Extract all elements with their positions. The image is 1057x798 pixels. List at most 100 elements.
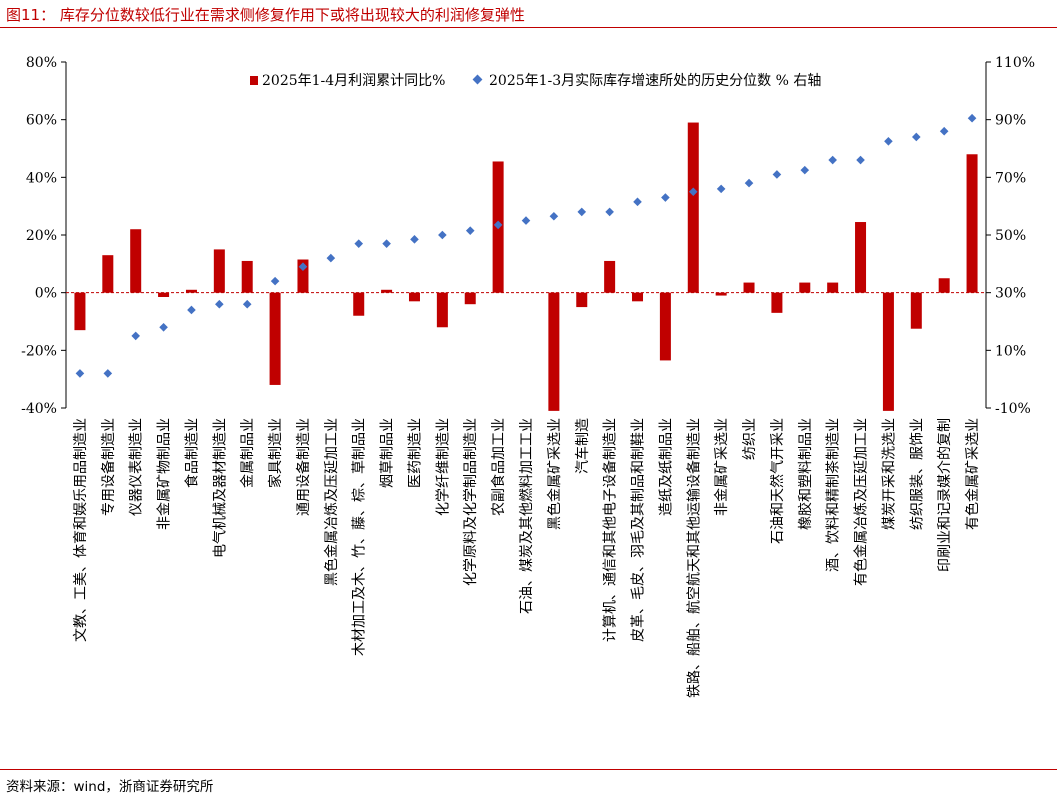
inventory-percentile-marker [242, 299, 252, 309]
profit-bar [855, 222, 867, 293]
inventory-percentile-marker [75, 369, 85, 378]
profit-bar [743, 282, 755, 293]
right-tick-label: 30% [995, 286, 1026, 302]
legend: 2025年1-4月利润累计同比% 2025年1-3月实际库存增速所处的历史分位数… [250, 73, 821, 89]
inventory-percentile-marker [326, 253, 336, 263]
category-label: 化学原料及化学制品制造业 [463, 418, 479, 586]
inventory-percentile-marker [410, 235, 419, 244]
category-label: 有色金属冶炼及压延加工业 [853, 418, 870, 586]
profit-bar [966, 154, 978, 293]
category-label: 铁路、船舶、航空航天和其他运输设备制造业 [685, 418, 702, 698]
profit-bar [102, 255, 114, 293]
category-label: 通用设备制造业 [295, 418, 312, 516]
profit-bar [213, 249, 225, 293]
inventory-percentile-marker [661, 193, 670, 202]
profit-bar [241, 260, 253, 293]
category-label: 黑色金属冶炼及压延加工业 [323, 418, 340, 586]
left-tick-label: -40% [21, 401, 57, 417]
legend-bar-label: 2025年1-4月利润累计同比% [262, 73, 445, 89]
inventory-percentile-marker [521, 216, 531, 225]
profit-bar [604, 260, 616, 293]
left-tick-label: -20% [21, 343, 57, 359]
inventory-percentile-marker [382, 239, 391, 248]
profit-bar [408, 292, 420, 302]
inventory-percentile-marker [716, 184, 726, 194]
profit-bar [436, 292, 448, 328]
inventory-percentile-marker [856, 155, 865, 165]
category-label: 酒、饮料和精制茶制造业 [826, 418, 842, 572]
category-label: 橡胶和塑料制品业 [797, 418, 814, 530]
category-label: 农副食品加工业 [490, 418, 507, 516]
category-label: 医药制造业 [407, 418, 423, 488]
inventory-percentile-marker [744, 178, 754, 188]
category-label: 汽车制造 [574, 418, 591, 474]
category-labels: 文教、工美、体育和娱乐用品制造业 专用设备制造业 仪器仪表制造业 非金属矿物制品业 食品… [73, 418, 981, 698]
inventory-percentile-marker [465, 226, 475, 235]
right-tick-label: -10% [995, 401, 1031, 417]
category-label: 有色金属矿采选业 [964, 418, 981, 530]
category-label: 烟草制品业 [380, 418, 396, 488]
profit-bar [269, 292, 281, 385]
right-tick-label: 110% [995, 55, 1035, 71]
top-rule [0, 27, 1057, 28]
category-label: 木材加工及木、竹、藤、棕、草制品业 [352, 418, 368, 656]
category-label: 纺织服装、服饰业 [909, 418, 925, 530]
category-label: 计算机、通信和其他电子设备制造业 [602, 418, 619, 642]
legend-bar-swatch [250, 76, 258, 85]
profit-bar [799, 282, 811, 293]
profit-bar [715, 292, 727, 296]
category-label: 黑色金属矿采选业 [546, 418, 563, 530]
profit-bar [910, 292, 922, 329]
profit-bar [938, 278, 950, 293]
category-label: 煤炭开采和洗选业 [881, 418, 897, 530]
inventory-percentile-marker [131, 331, 140, 341]
profit-bar [130, 229, 142, 293]
inventory-percentile-marker [215, 299, 224, 309]
profit-bar [297, 259, 309, 293]
left-tick-label: 20% [26, 228, 57, 244]
legend-marker-swatch [472, 74, 483, 85]
profit-bar [882, 292, 894, 411]
category-label: 家具制造业 [267, 418, 284, 488]
inventory-percentile-marker [270, 276, 280, 286]
category-label: 印刷业和记录媒介的复制 [936, 418, 953, 572]
left-tick-label: 40% [26, 170, 57, 186]
category-label: 金属制品业 [240, 418, 256, 488]
profit-bar [185, 289, 197, 293]
plot-area: 80%60%40%20%0%-20%-40% 110%90%70%50%30%1… [21, 55, 1035, 698]
legend-marker-label: 2025年1-3月实际库存增速所处的历史分位数 % 右轴 [489, 73, 821, 89]
category-label: 皮革、毛皮、羽毛及其制品和制鞋业 [631, 418, 647, 642]
figure-title: 图11： 库存分位数较低行业在需求侧修复作用下或将出现较大的利润修复弹性 [6, 6, 525, 24]
left-tick-label: 80% [26, 55, 57, 71]
right-tick-label: 90% [995, 113, 1026, 129]
inventory-percentile-marker [800, 165, 810, 175]
profit-bar [771, 292, 783, 313]
profit-bar [632, 292, 644, 302]
bar-series [74, 122, 978, 411]
profit-bar [464, 292, 476, 305]
inventory-percentile-marker [884, 136, 893, 146]
right-tick-label: 10% [995, 343, 1026, 359]
marker-series [75, 113, 977, 378]
category-label: 纺织业 [742, 418, 758, 460]
right-tick-label: 50% [995, 228, 1026, 244]
profit-bar [576, 292, 588, 308]
chart: 80%60%40%20%0%-20%-40% 110%90%70%50%30%1… [21, 55, 1035, 698]
profit-bar [827, 282, 839, 293]
category-label: 电气机械及器材制造业 [212, 418, 228, 558]
left-tick-label: 60% [26, 113, 57, 129]
right-axis-ticks: 110% 90% 70% 50% 30% 10% -10% [986, 55, 1035, 417]
left-axis-ticks: 80% 60% 40% 20% 0% -20% -40% [21, 55, 66, 417]
inventory-percentile-marker [688, 187, 698, 197]
inventory-percentile-marker [633, 197, 642, 207]
bottom-rule [0, 769, 1057, 770]
inventory-percentile-marker [577, 207, 587, 217]
category-label: 食品制造业 [183, 418, 200, 488]
inventory-percentile-marker [772, 170, 782, 179]
left-tick-label: 0% [35, 286, 57, 302]
profit-bar [687, 122, 699, 293]
inventory-percentile-marker [354, 239, 364, 248]
category-label: 专用设备制造业 [100, 418, 117, 516]
inventory-percentile-marker [103, 369, 113, 378]
profit-bar [381, 289, 393, 293]
